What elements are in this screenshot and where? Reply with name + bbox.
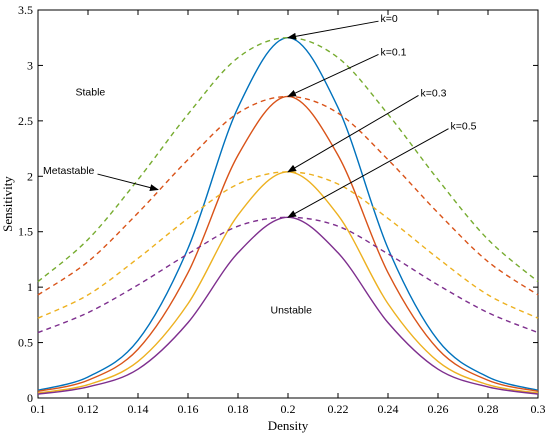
y-tick-label: 0: [27, 391, 33, 405]
dashed-curve-7: [37, 216, 539, 334]
x-tick-label: 0.26: [428, 402, 449, 416]
y-tick-label: 1: [27, 280, 33, 294]
x-tick-label: 0.1: [31, 402, 46, 416]
x-tick-label: 0.12: [78, 402, 99, 416]
dashed-curve-6: [37, 171, 539, 319]
x-tick-label: 0.3: [531, 402, 546, 416]
solid-curve-0: [37, 37, 539, 391]
annotation-label: k=0.1: [381, 46, 407, 58]
x-tick-label: 0.2: [281, 402, 296, 416]
annotation-label: k=0: [381, 13, 398, 25]
y-tick-label: 1.5: [18, 225, 33, 239]
annotation-arrow: [287, 20, 379, 40]
plot-frame: [37, 9, 539, 399]
dashed-curve-4: [37, 37, 539, 283]
y-tick-label: 2: [27, 169, 33, 183]
y-tick-label: 2.5: [18, 114, 33, 128]
annotation-arrow: [287, 95, 419, 173]
y-tick-label: 0.5: [18, 336, 33, 350]
annotation-label: k=0.5: [451, 121, 477, 133]
x-tick-label: 0.18: [228, 402, 249, 416]
annotation-label: k=0.3: [421, 87, 447, 99]
annotation-label: Unstable: [271, 305, 313, 317]
annotation-label: Stable: [76, 86, 106, 98]
solid-curve-1: [37, 95, 539, 393]
solid-curve-2: [37, 171, 539, 394]
annotation-arrow: [287, 53, 379, 97]
annotation-arrow: [287, 128, 449, 218]
y-tick-label: 3: [27, 58, 33, 72]
annotation-arrow: [97, 173, 159, 191]
annotation-label: Metastable: [43, 165, 95, 177]
x-tick-label: 0.22: [328, 402, 349, 416]
x-axis-title: Density: [268, 418, 309, 433]
x-tick-label: 0.14: [128, 402, 149, 416]
y-axis-title: Sensitivity: [0, 176, 15, 232]
y-tick-label: 3.5: [18, 3, 33, 17]
x-tick-label: 0.28: [478, 402, 499, 416]
x-tick-label: 0.16: [178, 402, 199, 416]
x-tick-label: 0.24: [378, 402, 399, 416]
